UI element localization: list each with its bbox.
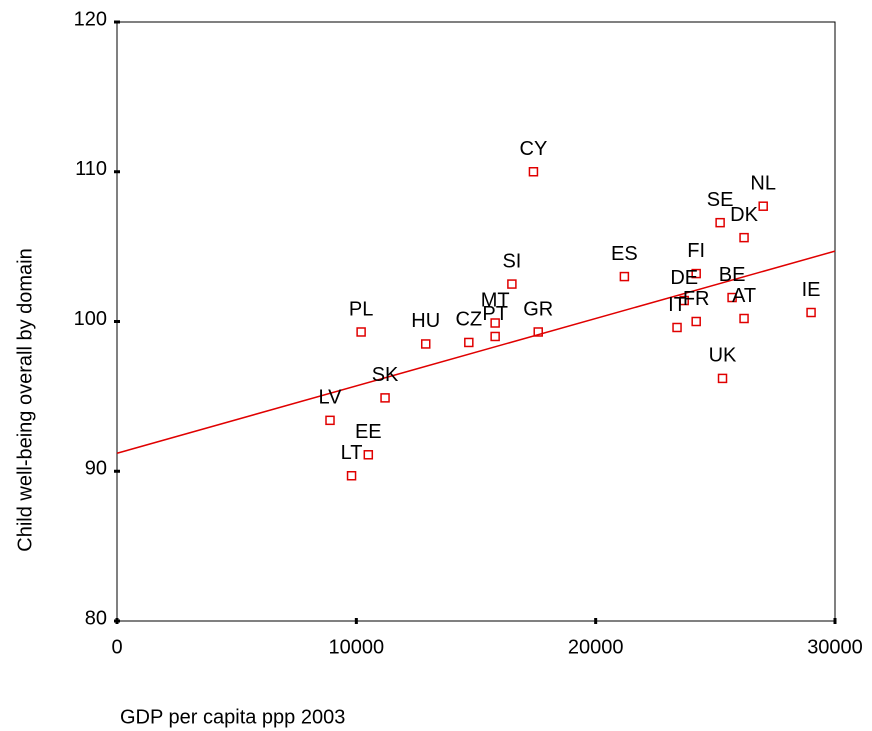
y-axis-title: Child well-being overall by domain bbox=[14, 248, 36, 552]
y-tick-label: 90 bbox=[85, 458, 107, 480]
point-label: GR bbox=[523, 298, 553, 320]
point-label: EE bbox=[355, 421, 382, 443]
point-label: SK bbox=[372, 364, 399, 386]
point bbox=[507, 279, 517, 289]
fit-line bbox=[116, 250, 836, 455]
point bbox=[356, 327, 366, 337]
point-label: CZ bbox=[455, 309, 482, 331]
point-label: LT bbox=[341, 442, 363, 464]
point bbox=[346, 470, 357, 481]
point-label: DK bbox=[730, 204, 758, 226]
point bbox=[533, 327, 543, 337]
point-label: IE bbox=[802, 279, 821, 301]
x-tick-label: 20000 bbox=[568, 636, 624, 658]
y-tick-label: 120 bbox=[74, 8, 107, 30]
point bbox=[490, 318, 500, 328]
point-label: DE bbox=[670, 267, 698, 289]
point-label: BE bbox=[719, 264, 746, 286]
x-tick-label: 10000 bbox=[329, 636, 385, 658]
y-tick-label: 80 bbox=[85, 607, 107, 629]
point bbox=[679, 295, 689, 306]
point bbox=[691, 316, 701, 327]
point bbox=[806, 307, 816, 318]
point bbox=[490, 331, 500, 342]
point bbox=[464, 337, 474, 348]
y-tick-label: 110 bbox=[75, 158, 107, 180]
point-label: HU bbox=[411, 310, 440, 332]
point bbox=[363, 450, 374, 460]
point bbox=[739, 313, 749, 324]
y-tick-label: 100 bbox=[74, 308, 107, 330]
point-label: CY bbox=[520, 138, 548, 160]
point-label: MT bbox=[481, 289, 510, 311]
point bbox=[325, 415, 335, 426]
point bbox=[739, 232, 749, 243]
x-tick-label: 30000 bbox=[807, 636, 863, 658]
point-label: SE bbox=[707, 189, 734, 211]
point-label: UK bbox=[709, 345, 737, 367]
point bbox=[715, 217, 725, 228]
point bbox=[672, 322, 682, 333]
point bbox=[420, 339, 431, 349]
point-label: ES bbox=[611, 243, 638, 265]
point bbox=[619, 271, 630, 282]
point-label: LV bbox=[319, 387, 343, 409]
point bbox=[717, 373, 728, 384]
point-label: NL bbox=[750, 172, 776, 194]
point bbox=[691, 268, 701, 279]
point-label: AT bbox=[732, 285, 756, 307]
point-label: FI bbox=[687, 240, 705, 262]
point bbox=[528, 167, 539, 177]
point-label: SI bbox=[502, 250, 521, 272]
point-label: FR bbox=[683, 288, 710, 310]
point-label: IT bbox=[668, 294, 686, 316]
x-tick-label: 0 bbox=[111, 636, 122, 658]
point bbox=[380, 393, 390, 403]
x-axis-title: GDP per capita ppp 2003 bbox=[120, 706, 345, 728]
point bbox=[727, 292, 737, 303]
point-label: PL bbox=[349, 298, 373, 320]
point-label: PT bbox=[482, 303, 508, 325]
point bbox=[758, 201, 768, 211]
